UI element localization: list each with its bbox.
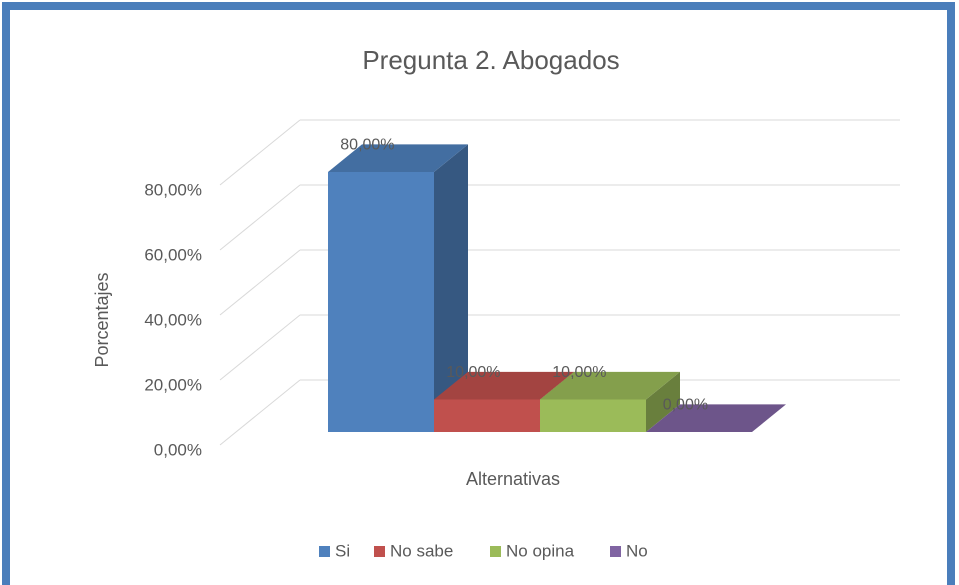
grid-line bbox=[219, 119, 301, 186]
grid-line bbox=[219, 379, 301, 446]
legend-swatch bbox=[490, 546, 501, 557]
legend-swatch bbox=[319, 546, 330, 557]
legend-label: No sabe bbox=[390, 541, 453, 560]
bar-top bbox=[328, 144, 468, 172]
data-label: 80,00% bbox=[340, 137, 394, 154]
legend-swatch bbox=[374, 546, 385, 557]
y-tick-label: 40,00% bbox=[144, 310, 202, 329]
y-tick-label: 60,00% bbox=[144, 245, 202, 264]
y-axis-title: Porcentajes bbox=[92, 272, 112, 367]
legend-label: Si bbox=[335, 541, 350, 560]
x-axis-title: Alternativas bbox=[466, 469, 560, 489]
y-tick-label: 80,00% bbox=[144, 180, 202, 199]
y-tick-label: 0,00% bbox=[154, 440, 202, 459]
legend-label: No opina bbox=[506, 541, 575, 560]
bar-front bbox=[540, 399, 646, 432]
bar-top bbox=[646, 404, 786, 432]
bar-side bbox=[646, 371, 680, 432]
data-label: 10,00% bbox=[552, 364, 606, 381]
bar-front bbox=[434, 399, 540, 432]
y-tick-label: 20,00% bbox=[144, 375, 202, 394]
grid-line bbox=[219, 314, 301, 381]
data-label: 0,00% bbox=[663, 397, 708, 414]
chart-title: Pregunta 2. Abogados bbox=[362, 45, 619, 75]
bar-front bbox=[328, 172, 434, 432]
data-label: 10,00% bbox=[446, 364, 500, 381]
legend-label: No bbox=[626, 541, 648, 560]
grid-line bbox=[219, 249, 301, 316]
legend-swatch bbox=[610, 546, 621, 557]
grid-line bbox=[219, 184, 301, 251]
bar-top bbox=[540, 371, 680, 400]
bar-side bbox=[434, 144, 468, 432]
bar-top bbox=[434, 371, 574, 400]
